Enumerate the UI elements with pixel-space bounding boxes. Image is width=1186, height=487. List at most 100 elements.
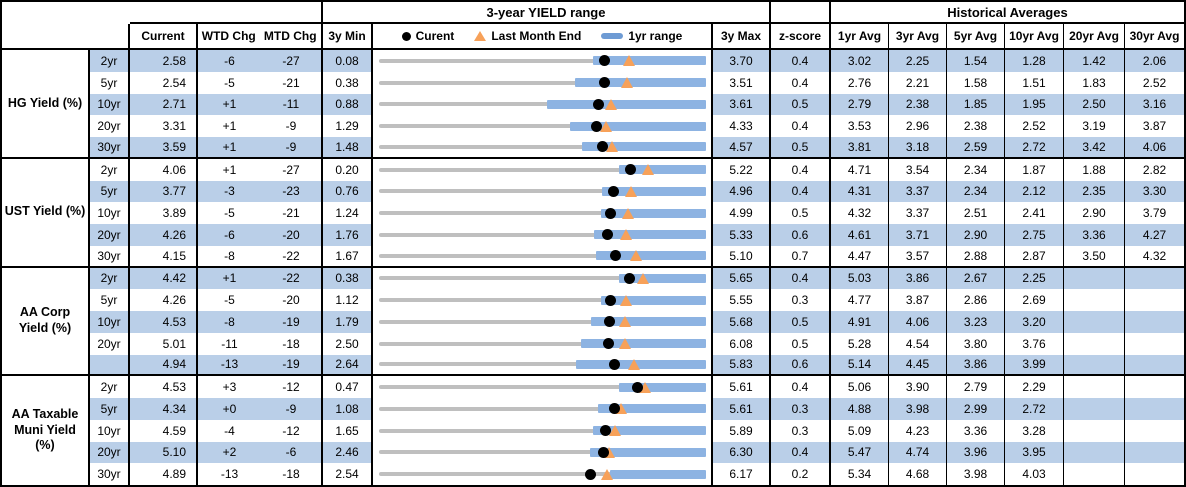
three-year-range-line [379, 232, 706, 237]
cell-avg-5yr-avg: 1.58 [947, 71, 1005, 94]
cell-wtd-chg: +1 [198, 93, 261, 116]
cell-avg-5yr-avg: 2.88 [947, 245, 1005, 268]
cell-avg-30yr-avg: 2.06 [1125, 50, 1184, 72]
tenor-label: 5yr [90, 71, 130, 94]
cell-wtd-chg: -6 [198, 50, 261, 72]
tenor-label: 2yr [90, 376, 130, 398]
current-dot [602, 338, 614, 350]
cell-z-score: 0.4 [771, 441, 831, 464]
tenor-label: 30yr [90, 137, 130, 159]
chart-track [379, 246, 706, 266]
cell-mtd-chg: -6 [261, 441, 323, 464]
cell-avg-30yr-avg [1125, 354, 1184, 377]
cell-3y-max: 4.33 [713, 115, 771, 137]
current-dot [608, 403, 620, 415]
cell-3y-min: 1.79 [323, 311, 373, 333]
cell-avg-20yr-avg: 2.50 [1064, 93, 1125, 116]
cell-3y-max: 5.55 [713, 289, 771, 311]
tenor-label: 2yr [90, 267, 130, 290]
cell-avg-30yr-avg [1125, 398, 1184, 420]
cell-avg-20yr-avg [1064, 311, 1125, 333]
cell-avg-20yr-avg: 3.42 [1064, 137, 1125, 159]
cell-avg-3yr-avg: 3.98 [889, 398, 947, 420]
cell-avg-30yr-avg [1125, 376, 1184, 398]
header-spacer-row2 [2, 24, 130, 50]
cell-avg-20yr-avg [1064, 419, 1125, 442]
cell-avg-20yr-avg [1064, 463, 1125, 485]
cell-avg-5yr-avg: 2.90 [947, 224, 1005, 246]
cell-wtd-chg: +1 [198, 137, 261, 159]
group-label: AA Taxable Muni Yield (%) [2, 376, 90, 485]
cell-z-score: 0.3 [771, 398, 831, 420]
cell-avg-20yr-avg: 1.88 [1064, 158, 1125, 181]
tenor-label: 10yr [90, 202, 130, 224]
cell-wtd-chg: +1 [222, 162, 237, 177]
cell-3y-min: 0.47 [323, 376, 373, 398]
cell-mtd-chg: -9 [261, 137, 323, 159]
yield-range-chart [373, 93, 713, 116]
cell-3y-min: 1.24 [323, 202, 373, 224]
chart-track [379, 268, 706, 290]
three-year-range-line [379, 319, 706, 324]
cell-wtd-chg: -5 [224, 75, 235, 90]
cell-3y-max: 6.30 [713, 441, 771, 464]
legend-last-month: Last Month End [474, 29, 581, 43]
yield-range-chart [373, 202, 713, 224]
cell-3y-min: 1.65 [323, 419, 373, 442]
cell-avg-30yr-avg [1125, 333, 1184, 355]
cell-avg-3yr-avg: 4.06 [889, 311, 947, 333]
cell-avg-1yr-avg: 2.79 [831, 93, 889, 116]
cell-z-score: 0.4 [771, 158, 831, 181]
chart-track [379, 355, 706, 375]
cell-3y-max: 5.68 [713, 311, 771, 333]
cell-avg-20yr-avg: 1.42 [1064, 50, 1125, 72]
col-header-3y-max: 3y Max [713, 24, 771, 50]
one-year-range-bar [575, 359, 706, 369]
cell-z-score: 0.5 [771, 202, 831, 224]
cell-z-score: 0.3 [771, 419, 831, 442]
cell-avg-1yr-avg: 4.71 [831, 158, 889, 181]
current-dot [624, 272, 636, 284]
yield-range-chart [373, 419, 713, 442]
cell-z-score: 0.5 [771, 93, 831, 116]
cell-avg-30yr-avg [1125, 311, 1184, 333]
three-year-range-line [379, 276, 706, 281]
chart-legend: Curent Last Month End 1yr range [373, 24, 713, 50]
current-dot [600, 425, 612, 437]
yield-range-chart [373, 115, 713, 137]
cell-3y-min: 0.76 [323, 180, 373, 203]
tenor-label: 10yr [90, 419, 130, 442]
one-year-range-bar [601, 295, 706, 305]
cell-wtd-chg: -3 [198, 180, 261, 203]
tenor-label: 5yr [90, 180, 130, 203]
current-dot [596, 141, 608, 153]
cell-avg-20yr-avg: 3.36 [1064, 224, 1125, 246]
current-dot [585, 468, 597, 480]
last-month-triangle [642, 164, 655, 176]
cell-z-score: 0.4 [771, 71, 831, 94]
cell-avg-1yr-avg: 5.14 [831, 354, 889, 377]
col-header-current: Current [130, 24, 198, 50]
cell-3y-max: 4.96 [713, 180, 771, 203]
cell-avg-30yr-avg [1125, 289, 1184, 311]
cell-avg-5yr-avg: 2.34 [947, 180, 1005, 203]
cell-wtd-chg: +1 [198, 267, 261, 290]
last-month-triangle [619, 316, 632, 328]
current-dot [602, 229, 614, 241]
cell-avg-10yr-avg: 3.28 [1005, 419, 1064, 442]
cell-current: 4.94 [130, 354, 198, 377]
current-dot [590, 120, 602, 132]
cell-z-score: 0.4 [771, 50, 831, 72]
three-year-range-line [379, 341, 706, 346]
cell-wtd-chg: +3 [222, 380, 237, 395]
cell-3y-min: 0.38 [323, 267, 373, 290]
cell-3y-min: 0.20 [323, 158, 373, 181]
cell-avg-30yr-avg: 3.79 [1142, 206, 1167, 221]
cell-3y-max: 3.51 [713, 71, 771, 94]
cell-avg-1yr-avg: 5.34 [831, 463, 889, 485]
cell-avg-10yr-avg: 2.87 [1005, 245, 1064, 268]
chart-track [379, 159, 706, 181]
chart-track [379, 224, 706, 246]
cell-avg-30yr-avg [1125, 463, 1184, 485]
last-month-triangle [630, 250, 643, 262]
